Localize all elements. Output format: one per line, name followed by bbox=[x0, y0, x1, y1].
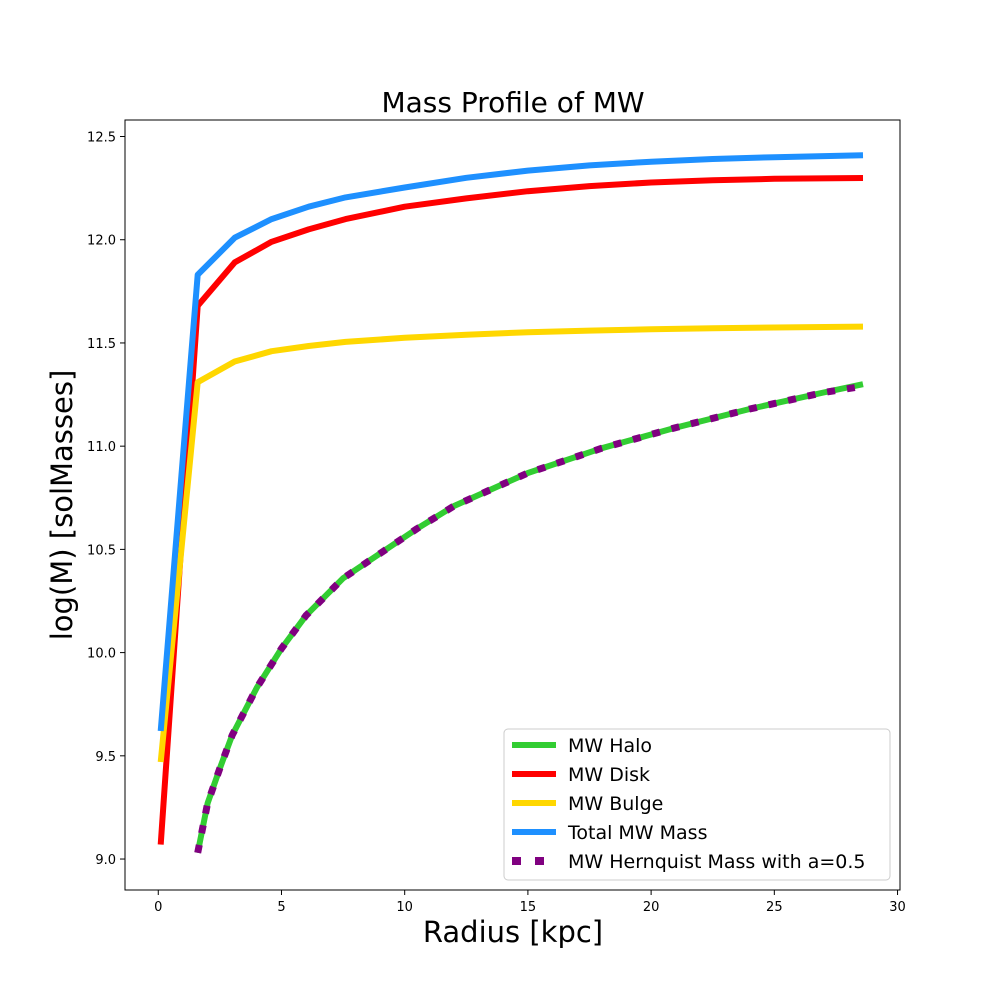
series-line-3 bbox=[157, 152, 864, 732]
series-layer bbox=[157, 152, 864, 854]
series-line-1 bbox=[157, 175, 864, 845]
x-axis: 0 5 10 15 20 25 30 bbox=[154, 890, 906, 915]
x-tick-label: 10 bbox=[396, 900, 413, 915]
y-tick-label: 11.0 bbox=[87, 440, 116, 455]
legend-label-2: MW Bulge bbox=[568, 793, 663, 815]
x-tick-label: 0 bbox=[154, 900, 162, 915]
x-tick-label: 5 bbox=[277, 900, 285, 915]
series-line-4 bbox=[194, 382, 864, 854]
x-axis-title: Radius [kpc] bbox=[423, 915, 603, 949]
legend-box bbox=[503, 728, 891, 881]
chart-title: Mass Profile of MW bbox=[381, 86, 644, 119]
y-axis: 9.0 9.5 10.0 10.5 11.0 11.5 12.0 12.5 bbox=[87, 131, 125, 868]
y-tick-label: 11.5 bbox=[87, 337, 116, 352]
legend-label-1: MW Disk bbox=[568, 764, 650, 786]
y-tick-label: 9.5 bbox=[95, 750, 116, 765]
x-tick-label: 25 bbox=[766, 900, 783, 915]
y-tick-label: 10.5 bbox=[87, 543, 116, 558]
y-tick-label: 10.0 bbox=[87, 647, 116, 662]
y-tick-label: 9.0 bbox=[95, 853, 116, 868]
y-axis-title: log(M) [solMasses] bbox=[45, 370, 79, 641]
x-tick-label: 20 bbox=[643, 900, 660, 915]
series-line-2 bbox=[157, 323, 864, 763]
legend: MW Halo MW Disk MW Bulge Total MW Mass MW He… bbox=[503, 728, 891, 881]
y-tick-label: 12.5 bbox=[87, 131, 116, 146]
x-tick-label: 30 bbox=[889, 900, 906, 915]
x-tick-label: 15 bbox=[520, 900, 537, 915]
plot-frame bbox=[124, 119, 901, 891]
legend-label-3: Total MW Mass bbox=[567, 822, 707, 844]
legend-label-0: MW Halo bbox=[568, 735, 652, 757]
y-tick-label: 12.0 bbox=[87, 234, 116, 249]
legend-label-4: MW Hernquist Mass with a=0.5 bbox=[568, 851, 866, 873]
